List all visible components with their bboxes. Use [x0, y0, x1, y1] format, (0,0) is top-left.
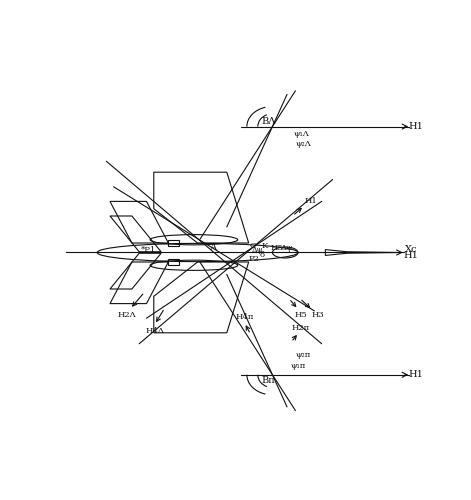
Text: Bп: Bп [262, 376, 276, 385]
Text: H1: H1 [408, 370, 423, 380]
Text: δ: δ [260, 250, 265, 258]
Text: *P1: *P1 [141, 246, 156, 254]
Text: P2: P2 [249, 254, 260, 262]
Text: Xc: Xc [405, 246, 417, 254]
Text: H1: H1 [408, 122, 423, 131]
Text: H1: H1 [404, 250, 419, 260]
Text: ψ₂п: ψ₂п [296, 352, 311, 360]
Text: H4п: H4п [235, 313, 253, 321]
Text: ψ₂Λ: ψ₂Λ [296, 140, 311, 148]
Text: H5: H5 [270, 244, 283, 252]
Text: H3: H3 [312, 312, 325, 320]
Text: H1: H1 [304, 198, 317, 205]
Text: H4Λ: H4Λ [145, 328, 164, 336]
Text: ψ₁п: ψ₁п [290, 362, 306, 370]
Text: A: A [209, 242, 216, 252]
Text: ψ₁Λ: ψ₁Λ [294, 130, 309, 138]
Text: C: C [249, 242, 256, 250]
Text: Δψ: Δψ [281, 244, 293, 252]
Text: H5: H5 [294, 312, 307, 320]
Text: H2п: H2п [291, 324, 309, 332]
Text: BΛ: BΛ [261, 116, 276, 126]
Text: H2Λ: H2Λ [117, 312, 136, 320]
Text: Δψ: Δψ [251, 246, 263, 254]
Text: K: K [262, 242, 268, 250]
